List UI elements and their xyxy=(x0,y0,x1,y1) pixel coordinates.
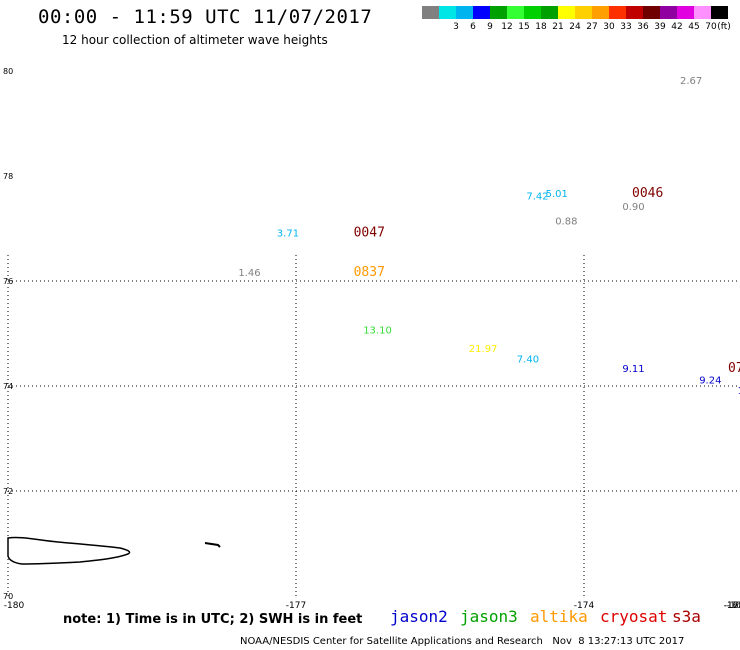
wave-height-value: 2.67 xyxy=(680,76,702,87)
wave-height-value: 11.78 xyxy=(738,386,740,397)
legend-label: 3 xyxy=(453,22,459,32)
legend-label: 33 xyxy=(620,22,632,32)
legend-swatch xyxy=(490,6,507,19)
legend-swatch xyxy=(507,6,524,19)
legend-label: 70 xyxy=(705,22,717,32)
wave-height-value: 3.71 xyxy=(277,228,299,239)
legend-swatch xyxy=(558,6,575,19)
legend-swatch xyxy=(592,6,609,19)
lat-label: 70 xyxy=(3,592,13,601)
legend-label: 9 xyxy=(487,22,493,32)
wrangel-island-coastline xyxy=(7,536,131,565)
legend-unit: (ft) xyxy=(717,22,731,32)
lon-label: -171 xyxy=(724,601,740,611)
wave-height-value: 1.46 xyxy=(238,268,260,279)
footnote: note: 1) Time is in UTC; 2) SWH is in fe… xyxy=(63,612,363,627)
legend-label: 36 xyxy=(637,22,649,32)
legend-swatch xyxy=(541,6,558,19)
satellite-cryosat: cryosat xyxy=(600,607,668,626)
lat-label: 78 xyxy=(3,172,13,181)
wave-height-value: 9.11 xyxy=(622,364,644,375)
legend-swatch xyxy=(609,6,626,19)
lat-label: 80 xyxy=(3,67,13,76)
legend-label: 21 xyxy=(552,22,564,32)
legend-swatch xyxy=(711,6,728,19)
legend-swatch xyxy=(694,6,711,19)
satellite-jason3: jason3 xyxy=(460,607,518,626)
legend-label: 39 xyxy=(654,22,666,32)
legend-swatch xyxy=(677,6,694,19)
pass-time-label: 0046 xyxy=(632,186,663,201)
lon-label: -16 xyxy=(727,601,740,611)
credit-line: NOAA/NESDIS Center for Satellite Applica… xyxy=(240,636,685,647)
lat-label: 72 xyxy=(3,487,13,496)
legend-swatch xyxy=(422,6,439,19)
legend-swatch xyxy=(439,6,456,19)
legend-label: 45 xyxy=(688,22,700,32)
satellite-jason2: jason2 xyxy=(390,607,448,626)
legend-swatch xyxy=(626,6,643,19)
lon-label: -180 xyxy=(4,601,25,611)
lat-lon-grid xyxy=(7,255,740,596)
axis-labels: 80 78 76 74 72 70-180 -177 -174 -171-168-16 xyxy=(3,67,740,611)
lon-label: -177 xyxy=(286,601,306,611)
wave-height-labels: 2.670.5905460.590.590.410.4908366.880545… xyxy=(238,76,740,397)
legend-label: 12 xyxy=(501,22,513,32)
legend-swatch xyxy=(473,6,490,19)
legend-label: 27 xyxy=(586,22,598,32)
pass-time-label: 0047 xyxy=(354,225,385,240)
wave-height-value: 0.90 xyxy=(622,202,644,213)
wave-height-value: 7.42 xyxy=(526,192,548,203)
legend-label: 15 xyxy=(518,22,530,32)
wave-height-value: 9.24 xyxy=(699,375,721,386)
legend-label: 18 xyxy=(535,22,547,32)
lon-label: -168 xyxy=(724,601,740,611)
wave-height-value: 13.10 xyxy=(363,326,392,337)
legend-swatch xyxy=(660,6,677,19)
lon-label: -174 xyxy=(574,601,595,611)
coastline xyxy=(7,536,221,565)
legend-label: 30 xyxy=(603,22,615,32)
lat-label: 76 xyxy=(3,277,13,286)
legend-label: 24 xyxy=(569,22,581,32)
pass-time-label: 0725 xyxy=(728,361,740,376)
herald-island-coastline xyxy=(204,542,221,548)
lat-label: 74 xyxy=(3,382,13,391)
legend-label: 42 xyxy=(671,22,683,32)
satellite-altika: altika xyxy=(530,607,588,626)
wave-height-value: 5.01 xyxy=(546,189,568,200)
pass-time-label: 0837 xyxy=(354,265,385,280)
legend-label: 6 xyxy=(470,22,476,32)
wave-height-value: 0.88 xyxy=(555,216,577,227)
map-subtitle: 12 hour collection of altimeter wave hei… xyxy=(62,33,328,47)
wave-height-value: 7.40 xyxy=(517,354,539,365)
legend-swatch xyxy=(524,6,541,19)
map-title: 00:00 - 11:59 UTC 11/07/2017 xyxy=(38,6,373,28)
wave-height-value: 21.97 xyxy=(469,344,498,355)
legend-swatch xyxy=(456,6,473,19)
satellite-s3a: s3a xyxy=(672,607,701,626)
legend-swatch xyxy=(643,6,660,19)
legend-swatch xyxy=(575,6,592,19)
